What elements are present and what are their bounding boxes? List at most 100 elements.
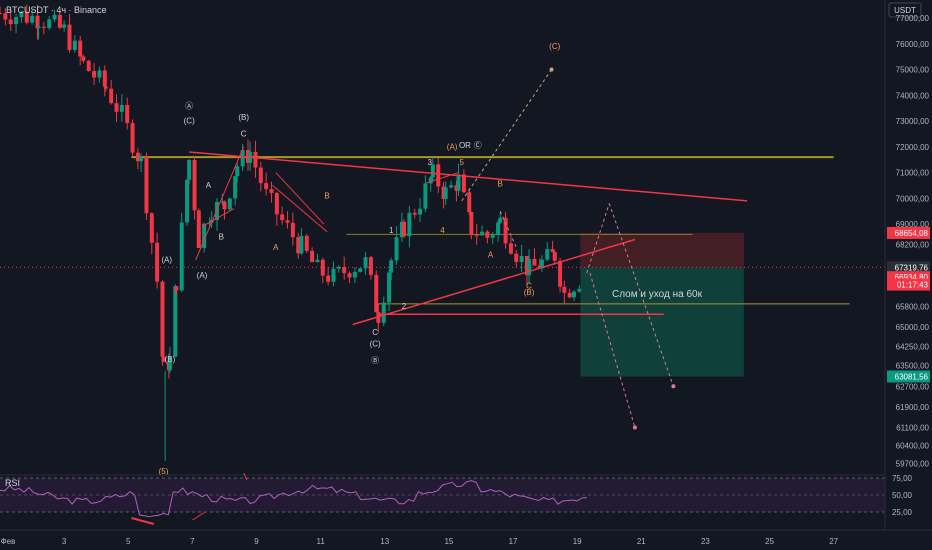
rsi-tick: 25,00: [892, 508, 913, 517]
candle-body: [8, 19, 13, 25]
projection-up: [461, 69, 552, 202]
candle-body: [57, 14, 62, 28]
candle-body: [102, 70, 107, 87]
price-tick: 59700,00: [896, 460, 930, 469]
candle-body: [430, 164, 435, 178]
candle-body: [185, 179, 190, 223]
rsi-pane[interactable]: RSI: [0, 472, 885, 525]
candle-body: [358, 268, 363, 272]
candle-body: [285, 220, 290, 223]
candle-body: [139, 156, 144, 162]
projection-arrows[interactable]: [461, 67, 676, 430]
candle-body: [296, 237, 301, 254]
candle-body: [299, 235, 304, 254]
price-tick: 70000,00: [896, 194, 930, 203]
candle-body: [179, 222, 184, 291]
candle-body: [389, 260, 394, 273]
price-tick: 77000,00: [896, 14, 930, 23]
candle-body: [220, 201, 225, 203]
price-badge: [887, 278, 930, 291]
candle-body: [315, 259, 320, 263]
price-tick: 74000,00: [896, 91, 930, 100]
rsi-label: RSI: [5, 478, 20, 488]
candle-body: [467, 192, 472, 213]
candle-body: [192, 159, 197, 211]
trend-lines[interactable]: [189, 146, 748, 326]
candle-body: [436, 164, 441, 187]
time-tick: 7: [190, 537, 195, 546]
candle-body: [519, 255, 524, 262]
price-badge: [887, 226, 930, 239]
wave-label: 4: [440, 226, 445, 235]
currency-button[interactable]: [888, 2, 922, 18]
price-badge-text: 67319,76: [895, 263, 929, 272]
candle-body: [347, 273, 352, 278]
candle-body: [474, 235, 479, 237]
candle-body: [72, 40, 77, 50]
projection-alt: [499, 210, 517, 248]
time-axis[interactable]: Фев 3 5 7 9 11 13 15 17 19 21 23 25 27: [0, 529, 932, 550]
candle-body: [130, 123, 135, 153]
projection-down-head: [632, 425, 637, 430]
price-tick: 61900,00: [896, 403, 930, 412]
candle-body: [485, 231, 490, 238]
candle-body: [532, 258, 537, 266]
candle-body: [240, 150, 245, 167]
candle-body: [207, 222, 212, 224]
candle-body: [258, 167, 263, 184]
candle-body: [399, 221, 404, 238]
candle-body: [114, 103, 119, 112]
wave-label: (A): [161, 256, 172, 265]
projection-alt: [608, 203, 674, 387]
candle-body: [52, 14, 57, 20]
candle-body: [62, 24, 67, 28]
price-tick: 72000,00: [896, 143, 930, 152]
wave-label: C: [526, 281, 532, 290]
projection-alt-head: [671, 384, 676, 389]
time-tick: 13: [380, 537, 389, 546]
candle-body: [571, 291, 576, 298]
candle-body: [187, 159, 192, 180]
candle-body: [480, 231, 485, 236]
candle-body: [19, 12, 24, 18]
candle-body: [109, 88, 114, 104]
candle-body: [562, 286, 567, 293]
candle-body: [41, 26, 46, 28]
rsi-divergence-line: [192, 511, 206, 521]
time-tick: 5: [126, 537, 131, 546]
candle-body: [290, 222, 295, 238]
price-axis[interactable]: USDT 77000,00 76000,00 75000,00 74000,00 730…: [884, 0, 932, 530]
wedge-line: [201, 208, 235, 228]
candle-body: [577, 288, 582, 292]
wave-label: Ⓑ: [371, 356, 379, 365]
wave-label: B: [324, 191, 329, 200]
candle-body: [3, 13, 8, 20]
price-tick: 65000,00: [896, 323, 930, 332]
candle-body: [36, 26, 41, 29]
candle-body: [269, 189, 274, 193]
wave-label: (C): [549, 42, 560, 51]
wave-label: Ⓒ: [474, 141, 482, 150]
candle-body: [498, 217, 503, 223]
price-badge-text: 66934,80: [895, 273, 929, 282]
price-tick: 75000,00: [896, 66, 930, 75]
candle-body: [496, 222, 501, 235]
time-tick: 9: [254, 537, 259, 546]
candle-body: [394, 237, 399, 261]
candle-body: [304, 235, 309, 251]
candle-body: [352, 271, 357, 278]
time-tick: Фев: [1, 537, 16, 546]
candle-body: [174, 286, 179, 291]
price-badge-text: 63081,56: [895, 372, 929, 381]
candle-body: [119, 105, 124, 112]
take-profit-zone: [580, 267, 744, 377]
candle-body: [342, 267, 347, 274]
candle-body: [537, 265, 542, 269]
price-tick: 64250,00: [896, 342, 930, 351]
wave-label: (A): [447, 142, 458, 151]
wedge-line: [426, 172, 459, 184]
wave-label: A: [273, 243, 279, 252]
